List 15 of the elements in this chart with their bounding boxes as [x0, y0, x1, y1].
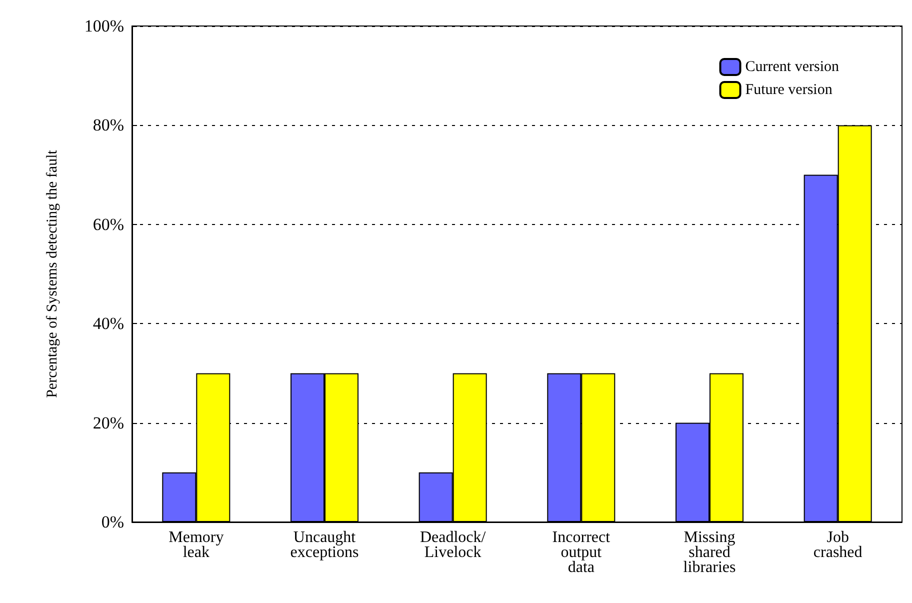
y-tick-label: 0% — [101, 512, 124, 532]
x-tick-label: Incorrect output data — [552, 529, 611, 576]
y-tick-label: 80% — [92, 116, 124, 135]
x-tick-label: Deadlock/ Livelock — [420, 529, 486, 561]
y-tick-label: 60% — [92, 214, 124, 234]
x-tick-label: Uncaught exceptions — [290, 529, 359, 561]
legend-label: Future version — [745, 82, 833, 98]
x-tick-label: Missing shared libraries — [683, 529, 736, 576]
y-axis-title: Percentage of Systems detecting the fault — [44, 149, 60, 398]
x-tick-label: Job crashed — [813, 529, 862, 561]
y-tick-label: 20% — [92, 413, 124, 432]
x-tick-label: Memory leak — [168, 529, 224, 561]
legend-label: Current version — [745, 59, 840, 75]
y-tick-label: 40% — [92, 314, 124, 334]
y-tick-label: 100% — [84, 16, 124, 36]
